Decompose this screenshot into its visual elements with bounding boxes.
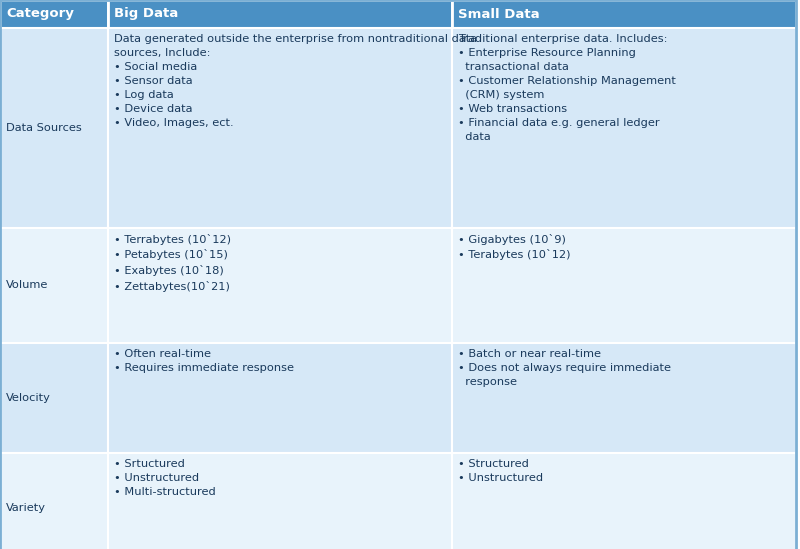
Bar [108, 0, 452, 28]
Bar [108, 343, 452, 453]
Text: Traditional enterprise data. Includes:
• Enterprise Resource Planning
  transact: Traditional enterprise data. Includes: •… [458, 34, 676, 142]
Text: Data Sources: Data Sources [6, 123, 82, 133]
Text: • Terrabytes (10`12)
• Petabytes (10`15)
• Exabytes (10`18)
• Zettabytes(10`21): • Terrabytes (10`12) • Petabytes (10`15)… [114, 234, 231, 292]
Text: • Batch or near real-time
• Does not always require immediate
  response: • Batch or near real-time • Does not alw… [458, 349, 671, 387]
Text: • Gigabytes (10`9)
• Terabytes (10`12): • Gigabytes (10`9) • Terabytes (10`12) [458, 234, 570, 260]
Text: Small Data: Small Data [458, 8, 540, 20]
Bar [108, 228, 452, 343]
Text: • Srtuctured
• Unstructured
• Multi-structured: • Srtuctured • Unstructured • Multi-stru… [114, 459, 216, 497]
Bar [0, 228, 108, 343]
Text: Category: Category [6, 8, 74, 20]
Text: Variety: Variety [6, 503, 46, 513]
Bar [452, 0, 796, 28]
Bar [452, 228, 796, 343]
Text: Big Data: Big Data [114, 8, 178, 20]
Bar [0, 453, 108, 549]
Text: Volume: Volume [6, 281, 48, 290]
Text: Velocity: Velocity [6, 393, 51, 403]
Text: Data generated outside the enterprise from nontraditional data
sources, Include:: Data generated outside the enterprise fr… [114, 34, 477, 128]
Bar [108, 453, 452, 549]
Bar [452, 28, 796, 228]
Bar [452, 453, 796, 549]
Bar [0, 0, 108, 28]
Text: • Structured
• Unstructured: • Structured • Unstructured [458, 459, 543, 483]
Text: • Often real-time
• Requires immediate response: • Often real-time • Requires immediate r… [114, 349, 294, 373]
Bar [108, 28, 452, 228]
Bar [452, 343, 796, 453]
Bar [0, 343, 108, 453]
Bar [0, 28, 108, 228]
